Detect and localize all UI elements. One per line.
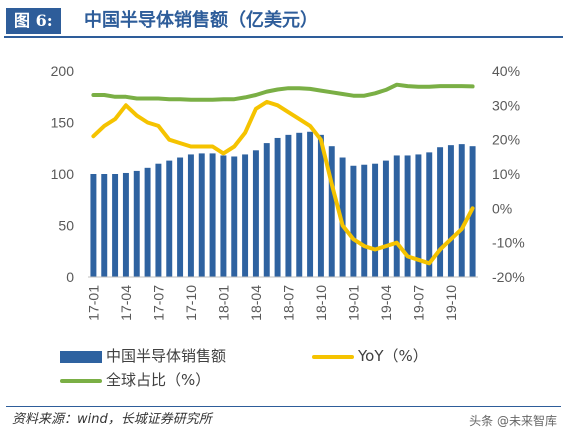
y-left-tick-150: 150 bbox=[51, 115, 75, 131]
bar-17-11 bbox=[198, 153, 205, 277]
legend-swatch-sales bbox=[60, 350, 102, 363]
y-left-tick-0: 0 bbox=[66, 269, 74, 285]
x-tick-19-10: 19-10 bbox=[443, 285, 459, 321]
bar-17-09 bbox=[177, 157, 184, 277]
bar-18-12 bbox=[339, 157, 346, 277]
bar-17-08 bbox=[166, 160, 173, 277]
figure-tag: 图 6: bbox=[6, 8, 61, 34]
y-right-tick-0: 0% bbox=[492, 200, 512, 216]
bar-17-12 bbox=[209, 153, 216, 277]
bar-17-07 bbox=[155, 163, 162, 277]
chart-title: 中国半导体销售额（亿美元） bbox=[84, 10, 318, 31]
bar-18-07 bbox=[285, 134, 292, 277]
bar-series bbox=[90, 131, 476, 277]
legend-item-sales: 中国半导体销售额 bbox=[60, 346, 226, 366]
y-right-tick--10: -10% bbox=[492, 235, 525, 251]
bar-18-11 bbox=[328, 146, 335, 277]
y-right-tick-10: 10% bbox=[492, 166, 520, 182]
bar-19-02 bbox=[361, 164, 368, 277]
legend-label-share: 全球占比（%） bbox=[106, 371, 211, 389]
x-tick-17-07: 17-07 bbox=[150, 285, 166, 321]
y-left-tick-200: 200 bbox=[51, 63, 75, 79]
y-left-tick-100: 100 bbox=[51, 166, 75, 182]
bar-17-06 bbox=[144, 167, 151, 277]
y-left-tick-50: 50 bbox=[58, 218, 74, 234]
bar-19-06 bbox=[404, 155, 411, 277]
title-bar: 图 6: 中国半导体销售额（亿美元） bbox=[4, 6, 563, 38]
bar-19-11 bbox=[458, 144, 465, 277]
legend: 中国半导体销售额 YoY（%） 全球占比（%） bbox=[60, 346, 480, 390]
x-tick-17-04: 17-04 bbox=[118, 285, 134, 321]
bar-17-04 bbox=[122, 172, 129, 277]
legend-swatch-share bbox=[60, 378, 102, 383]
bar-17-01 bbox=[90, 174, 97, 277]
legend-swatch-yoy bbox=[312, 354, 354, 359]
x-tick-18-01: 18-01 bbox=[215, 285, 231, 321]
yoy-line bbox=[91, 99, 475, 266]
bar-18-06 bbox=[274, 137, 281, 277]
bar-17-02 bbox=[101, 174, 108, 277]
x-tick-17-10: 17-10 bbox=[183, 285, 199, 321]
share-line bbox=[91, 82, 475, 102]
x-tick-18-10: 18-10 bbox=[313, 285, 329, 321]
bar-19-09 bbox=[437, 147, 444, 277]
bar-19-08 bbox=[426, 152, 433, 277]
bar-17-05 bbox=[133, 170, 140, 277]
line-series bbox=[91, 82, 475, 266]
watermark: 头条 @未来智库 bbox=[469, 414, 557, 428]
bar-19-10 bbox=[447, 145, 454, 277]
x-tick-18-04: 18-04 bbox=[248, 285, 264, 321]
tick-labels: 0 50 100 150 200 -20% -10% 0% 10% 20% 30% 40% 17-01 1… bbox=[51, 63, 525, 321]
bar-18-01 bbox=[220, 155, 227, 277]
bar-18-10 bbox=[317, 134, 324, 277]
x-tick-18-07: 18-07 bbox=[280, 285, 296, 321]
legend-label-sales: 中国半导体销售额 bbox=[106, 347, 227, 365]
y-right-tick-30: 30% bbox=[492, 97, 520, 113]
bar-19-07 bbox=[415, 154, 422, 277]
bar-18-02 bbox=[231, 156, 238, 277]
bar-19-01 bbox=[350, 165, 357, 277]
bar-17-03 bbox=[112, 174, 119, 277]
legend-item-share: 全球占比（%） bbox=[60, 370, 210, 390]
x-tick-19-07: 19-07 bbox=[410, 285, 426, 321]
source-note: 资料来源：wind，长城证券研究所 bbox=[6, 406, 561, 434]
y-right-tick-40: 40% bbox=[492, 63, 520, 79]
bar-18-05 bbox=[263, 143, 270, 277]
y-right-tick--20: -20% bbox=[492, 269, 525, 285]
bar-19-04 bbox=[382, 160, 389, 277]
bar-19-05 bbox=[393, 155, 400, 277]
bar-18-09 bbox=[307, 131, 314, 277]
bar-17-10 bbox=[187, 154, 194, 277]
legend-label-yoy: YoY（%） bbox=[358, 347, 428, 365]
legend-item-yoy: YoY（%） bbox=[312, 346, 428, 366]
bar-18-03 bbox=[242, 154, 249, 277]
bar-19-03 bbox=[372, 163, 379, 277]
x-tick-19-04: 19-04 bbox=[378, 285, 394, 321]
bar-18-08 bbox=[296, 132, 303, 277]
bar-18-04 bbox=[252, 150, 259, 277]
y-right-tick-20: 20% bbox=[492, 132, 520, 148]
x-tick-17-01: 17-01 bbox=[85, 285, 101, 321]
x-tick-19-01: 19-01 bbox=[345, 285, 361, 321]
